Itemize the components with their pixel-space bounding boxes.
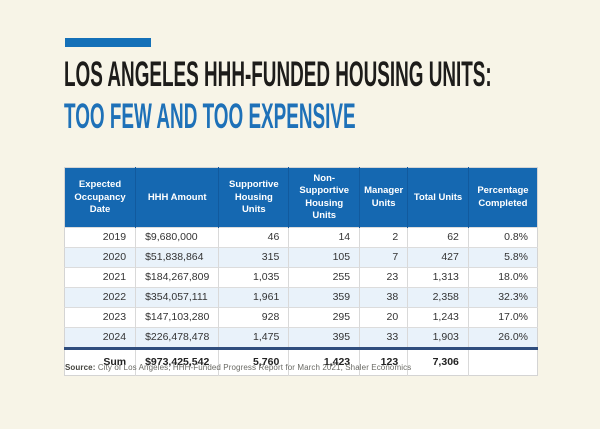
table-cell: 1,243 [407,307,469,328]
sum-percentage-completed [467,347,538,376]
table-cell: 26.0% [467,327,538,349]
column-header-manager-units: Manager Units [359,167,408,228]
table-cell: 2022 [64,287,136,308]
table-row: 2019 $9,680,000 46 14 2 62 0.8% [64,227,538,248]
table-cell: 23 [359,267,408,288]
table-cell: 255 [288,267,360,288]
table-cell: $147,103,280 [135,307,219,328]
table-cell: 20 [359,307,408,328]
table-cell: 1,035 [218,267,289,288]
sum-non-supportive-units: 1,423 [288,347,360,376]
table-cell: 0.8% [467,227,538,248]
column-header-expected-occupancy-date: Expected Occupancy Date [64,167,136,228]
column-header-total-units: Total Units [407,167,469,228]
table-cell: 395 [288,327,360,349]
table-cell: 5.8% [467,247,538,268]
table-cell: 1,903 [407,327,469,349]
housing-units-table: Expected Occupancy Date HHH Amount Suppo… [64,167,538,377]
table-cell: 62 [407,227,469,248]
table-cell: $226,478,478 [135,327,219,349]
table-row: 2022 $354,057,111 1,961 359 38 2,358 32.3% [64,287,538,308]
table-cell: 2 [359,227,408,248]
source-label: Source: [65,363,96,372]
table-cell: 295 [288,307,360,328]
table-row: 2020 $51,838,864 315 105 7 427 5.8% [64,247,538,268]
sum-row: Sum $973,425,542 5,760 1,423 123 7,306 [64,347,538,376]
table-cell: 1,961 [218,287,289,308]
table-cell: 928 [218,307,289,328]
sum-supportive-units: 5,760 [218,347,289,376]
table-row: 2023 $147,103,280 928 295 20 1,243 17.0% [64,307,538,328]
table-row: 2024 $226,478,478 1,475 395 33 1,903 26.0% [64,327,538,349]
table-cell: $354,057,111 [135,287,219,308]
table-cell: 2,358 [407,287,469,308]
table-cell: 38 [359,287,408,308]
source-text: City of Los Angeles, HHH-Funded Progress… [97,363,412,372]
column-header-percentage-completed: Percentage Completed [467,167,538,228]
sum-label: Sum [64,347,136,376]
table-cell: 46 [218,227,289,248]
source-note: Source: City of Los Angeles, HHH-Funded … [65,363,411,372]
table-cell: 17.0% [467,307,538,328]
table-cell: 1,313 [407,267,469,288]
table-cell: 32.3% [467,287,538,308]
sum-manager-units: 123 [359,347,408,376]
table-cell: 2021 [64,267,136,288]
table-cell: $184,267,809 [135,267,219,288]
table-cell: 7 [359,247,408,268]
table-cell: 18.0% [467,267,538,288]
column-header-non-supportive-housing-units: Non-Supportive Housing Units [288,167,360,228]
accent-bar [65,38,151,47]
table-cell: 33 [359,327,408,349]
table-cell: 2020 [64,247,136,268]
table-cell: 2023 [64,307,136,328]
title-block: LOS ANGELES HHH-FUNDED HOUSING UNITS: TO… [64,55,600,136]
table-cell: $51,838,864 [135,247,219,268]
column-header-hhh-amount: HHH Amount [135,167,219,228]
table-row: 2021 $184,267,809 1,035 255 23 1,313 18.0% [64,267,538,288]
table-cell: 359 [288,287,360,308]
table-header-row: Expected Occupancy Date HHH Amount Suppo… [64,167,538,228]
table-cell: 14 [288,227,360,248]
page-subtitle: TOO FEW AND TOO EXPENSIVE [64,97,356,137]
table-body: 2019 $9,680,000 46 14 2 62 0.8% 2020 $51,838,864… [64,227,538,349]
sum-total-units: 7,306 [407,347,469,376]
page-title: LOS ANGELES HHH-FUNDED HOUSING UNITS: [64,55,492,94]
table-cell: 2024 [64,327,136,349]
column-header-supportive-housing-units: Supportive Housing Units [218,167,289,228]
sum-hhh-amount: $973,425,542 [135,347,219,376]
table-cell: 2019 [64,227,136,248]
table-cell: 315 [218,247,289,268]
housing-units-table-wrap: Expected Occupancy Date HHH Amount Suppo… [64,167,538,377]
table-cell: 1,475 [218,327,289,349]
table-cell: $9,680,000 [135,227,219,248]
table-cell: 105 [288,247,360,268]
table-cell: 427 [407,247,469,268]
